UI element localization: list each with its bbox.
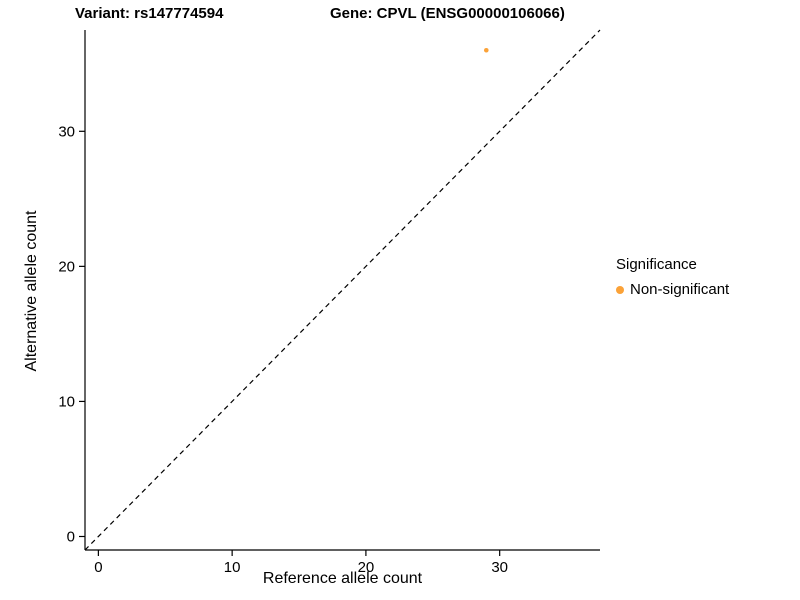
legend-title: Significance [616, 256, 697, 273]
x-axis-label: Reference allele count [262, 570, 423, 587]
legend-point-icon [616, 285, 624, 294]
x-tick-label: 20 [358, 559, 375, 576]
plot-title-variant: Variant: rs147774594 [75, 5, 224, 22]
data-point [483, 47, 489, 53]
legend: Significance Non-significant [616, 256, 729, 298]
y-tick-label: 0 [67, 528, 75, 545]
x-tick-label: 0 [94, 559, 102, 576]
identity-line [84, 29, 601, 551]
x-tick-label: 30 [491, 559, 508, 576]
y-tick-label: 10 [58, 393, 75, 410]
legend-entry: Non-significant [616, 281, 729, 298]
y-axis-label: Alternative allele count [23, 210, 40, 372]
y-tick-label: 30 [58, 123, 75, 140]
plot-title-gene: Gene: CPVL (ENSG00000106066) [330, 5, 565, 22]
x-tick-label: 10 [224, 559, 241, 576]
y-tick-label: 20 [58, 258, 75, 275]
legend-entry-label: Non-significant [630, 281, 730, 298]
